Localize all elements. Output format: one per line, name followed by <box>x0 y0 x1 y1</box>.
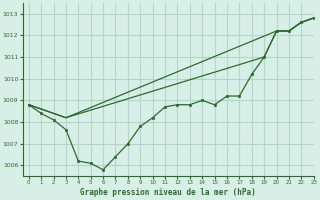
X-axis label: Graphe pression niveau de la mer (hPa): Graphe pression niveau de la mer (hPa) <box>80 188 256 197</box>
